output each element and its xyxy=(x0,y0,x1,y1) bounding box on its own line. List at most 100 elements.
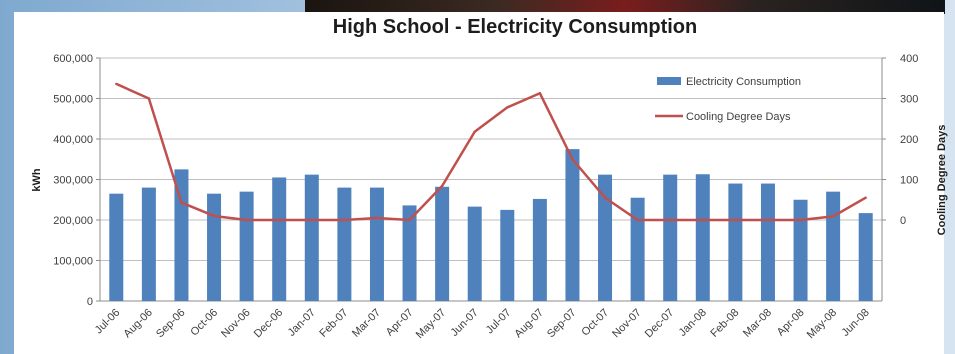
bar xyxy=(207,193,222,301)
bar xyxy=(109,193,124,301)
line-point xyxy=(669,218,672,222)
line-point xyxy=(506,106,509,109)
line-series xyxy=(115,82,867,222)
bar xyxy=(858,213,873,301)
line-point xyxy=(799,218,802,222)
y2-tick-label: 0 xyxy=(900,215,906,227)
x-tick-label: Apr-08 xyxy=(775,307,807,339)
y2-tick-label: 100 xyxy=(900,175,918,187)
line-point xyxy=(278,218,281,222)
x-tick-label: Aug-06 xyxy=(121,307,155,341)
line-point xyxy=(766,218,770,222)
line-point xyxy=(701,218,704,222)
y-tick-label: 400,000 xyxy=(53,134,93,146)
chart-title: High School - Electricity Consumption xyxy=(332,16,698,38)
line-point xyxy=(734,218,737,222)
x-tick-label: Oct-06 xyxy=(188,307,220,339)
x-tick-label: Feb-07 xyxy=(317,307,350,340)
x-tick-label: Aug-07 xyxy=(512,307,546,341)
line-point xyxy=(603,196,607,199)
y-tick-label: 0 xyxy=(87,296,93,308)
x-tick-label: Jul-07 xyxy=(484,307,514,337)
x-tick-label: Jan-07 xyxy=(286,307,318,339)
y-axis-title: kWh xyxy=(31,168,43,192)
x-tick-label: Mar-07 xyxy=(350,307,383,340)
legend-label-cdd: Cooling Degree Days xyxy=(686,111,791,123)
y2-tick-label: 300 xyxy=(900,94,918,106)
bar xyxy=(369,187,384,301)
bar xyxy=(337,187,352,301)
y2-axis-title: Cooling Degree Days xyxy=(936,125,948,236)
x-tick-label: Jul-06 xyxy=(93,307,123,337)
x-tick-label: Feb-08 xyxy=(708,307,741,340)
x-axis-ticks: Jul-06 Aug-06 Sep-06 Oct-06 Nov-06 Dec-06 Jan-… xyxy=(93,307,872,341)
legend-label-electricity: Electricity Consumption xyxy=(686,76,801,88)
line-point xyxy=(571,158,574,161)
x-tick-label: Jun-07 xyxy=(449,307,481,339)
x-tick-label: Apr-07 xyxy=(384,307,416,339)
bar xyxy=(532,198,547,301)
y2-tick-label: 200 xyxy=(900,134,918,146)
x-tick-label: Nov-06 xyxy=(219,307,253,341)
legend: Electricity Consumption Cooling Degree D… xyxy=(655,76,801,123)
bar xyxy=(500,209,515,301)
legend-swatch-electricity xyxy=(657,77,681,85)
y-axis-ticks: 600,000 500,000 400,000 300,000 200,000 100,0… xyxy=(53,53,93,308)
x-tick-label: May-07 xyxy=(414,307,448,341)
y2-tick-label: 400 xyxy=(900,53,918,65)
bar xyxy=(402,205,417,301)
bar xyxy=(663,174,678,301)
y2-axis-ticks: 400 300 200 100 0 xyxy=(900,53,918,227)
axes xyxy=(96,57,886,302)
y-tick-label: 500,000 xyxy=(53,94,93,106)
bar xyxy=(174,169,189,301)
bar xyxy=(826,191,841,301)
line-point xyxy=(343,218,346,222)
x-tick-label: Sep-06 xyxy=(154,307,188,341)
y-tick-label: 200,000 xyxy=(53,215,93,227)
line-path xyxy=(115,82,867,222)
y-tick-label: 100,000 xyxy=(53,256,93,268)
bar xyxy=(695,174,710,301)
x-tick-label: Mar-08 xyxy=(741,307,774,340)
x-tick-label: Dec-06 xyxy=(252,307,286,341)
line-point xyxy=(147,97,151,100)
bar xyxy=(630,197,645,301)
line-point xyxy=(473,130,476,133)
x-tick-label: Jun-08 xyxy=(840,307,872,339)
bar xyxy=(565,149,580,301)
line-point xyxy=(115,82,118,86)
bar xyxy=(272,177,287,301)
bar xyxy=(793,199,808,301)
bar-series xyxy=(109,149,873,301)
bar xyxy=(598,174,613,301)
line-point xyxy=(180,201,183,204)
line-point xyxy=(636,218,639,222)
line-point xyxy=(310,218,313,222)
bar xyxy=(760,183,775,301)
line-point xyxy=(864,196,867,199)
y-tick-label: 300,000 xyxy=(53,175,93,187)
x-tick-label: May-08 xyxy=(805,307,839,341)
slide-header-image xyxy=(305,0,945,14)
y-tick-label: 600,000 xyxy=(53,53,93,65)
bar xyxy=(304,174,319,301)
line-point xyxy=(408,218,411,222)
bar xyxy=(141,187,156,301)
line-point xyxy=(440,184,444,188)
x-tick-label: Sep-07 xyxy=(545,307,579,341)
line-point xyxy=(375,216,379,220)
bar xyxy=(435,186,450,301)
bar xyxy=(239,191,254,301)
x-tick-label: Dec-07 xyxy=(643,307,677,341)
bar xyxy=(467,206,482,301)
x-tick-label: Nov-07 xyxy=(610,307,644,341)
line-point xyxy=(831,215,835,218)
line-point xyxy=(245,218,248,222)
x-tick-label: Oct-07 xyxy=(579,307,611,339)
line-point xyxy=(212,214,216,218)
line-point xyxy=(538,92,542,95)
x-tick-label: Jan-08 xyxy=(677,307,709,339)
bar xyxy=(728,183,743,301)
